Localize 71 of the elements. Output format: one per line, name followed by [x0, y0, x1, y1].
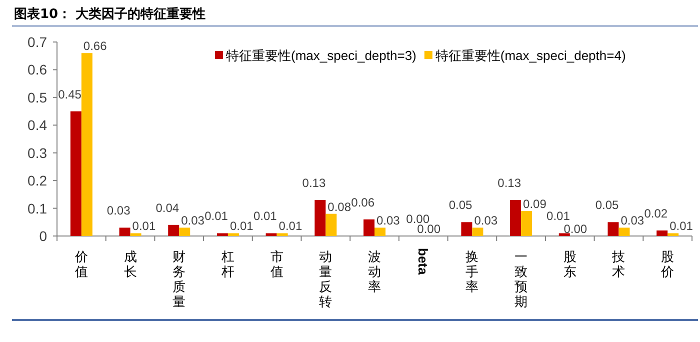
data-label: 0.00 [564, 222, 588, 236]
data-label: 0.06 [351, 195, 375, 210]
legend-label: 特征重要性(max_speci_depth=4) [435, 48, 626, 63]
bar [276, 233, 288, 236]
bar [510, 200, 522, 236]
y-tick-label: 0.4 [28, 117, 48, 134]
bar [216, 233, 228, 236]
y-tick-label: 0.2 [28, 172, 48, 189]
data-label: 0.03 [620, 214, 644, 228]
x-tick-label: 成长 [124, 250, 137, 280]
bar [130, 233, 142, 236]
data-label: 0.45 [58, 87, 82, 102]
data-label: 0.01 [230, 219, 254, 234]
y-tick-label: 0.6 [28, 62, 48, 78]
data-label: 0.03 [474, 214, 498, 228]
bar [656, 230, 668, 236]
chart-title: 图表10： 大类因子的特征重要性 [14, 6, 206, 22]
x-tick-label: 一致预期 [514, 250, 528, 310]
x-tick-label: 杠杆 [220, 250, 234, 280]
bar [81, 53, 92, 236]
bar [168, 224, 180, 236]
bar [228, 233, 239, 236]
bar [266, 233, 277, 236]
bar [521, 211, 532, 236]
bar [668, 233, 679, 236]
bar [618, 228, 630, 236]
data-label: 0.03 [181, 214, 205, 228]
data-label: 0.04 [156, 200, 180, 215]
y-tick-label: 0.1 [28, 200, 48, 216]
data-label: 0.03 [106, 204, 131, 218]
bar [608, 222, 619, 236]
x-tick-label: 技术 [611, 250, 626, 280]
data-label: 0.01 [278, 219, 302, 234]
bar [179, 228, 190, 236]
y-tick-label: 0.5 [28, 89, 48, 106]
data-label: 0.01 [546, 209, 570, 224]
x-tick-label: 财务质量 [172, 250, 186, 310]
bar [374, 228, 386, 236]
bar [364, 219, 374, 236]
data-label: 0.03 [376, 214, 400, 228]
x-tick-label: 股价 [660, 250, 674, 280]
x-tick-label: 市值 [270, 250, 284, 280]
data-label: 0.02 [644, 206, 668, 220]
bar [326, 214, 337, 236]
data-label: 0.05 [595, 198, 620, 212]
data-label: 0.09 [523, 197, 547, 212]
data-label: 0.08 [328, 200, 352, 214]
y-tick-label: 0.3 [28, 144, 48, 161]
x-tick-label: 动量反转 [319, 250, 332, 310]
data-label: 0.13 [498, 176, 522, 190]
y-tick-label: 0.7 [28, 34, 48, 50]
y-tick-label: 0 [39, 228, 48, 244]
x-tick-label: 换手率 [466, 250, 479, 295]
data-label: 0.01 [253, 209, 278, 224]
bar [119, 228, 130, 236]
x-tick-label: beta [415, 248, 430, 276]
data-label: 0.01 [132, 219, 156, 234]
legend-label: 特征重要性(max_speci_depth=3) [226, 48, 416, 63]
bar [70, 111, 82, 236]
bar [461, 222, 472, 236]
bar [558, 233, 570, 236]
data-label: 0.66 [83, 39, 108, 54]
data-label: 0.05 [448, 198, 473, 212]
x-tick-label: 波动率 [368, 250, 381, 295]
data-label: 0.01 [670, 219, 694, 234]
data-label: 0.01 [204, 209, 228, 224]
data-label: 0.13 [302, 176, 326, 190]
bar [472, 228, 484, 236]
bar [314, 200, 326, 236]
x-tick-label: 价值 [74, 250, 88, 280]
x-tick-label: 股东 [563, 250, 576, 280]
